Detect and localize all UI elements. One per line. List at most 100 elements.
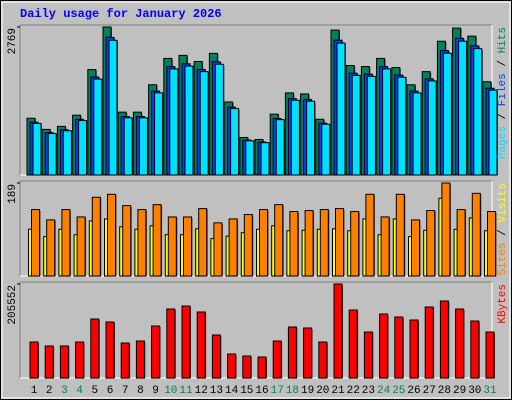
bar bbox=[335, 208, 344, 277]
x-tick-label: 10 bbox=[164, 385, 177, 397]
chart-title: Daily usage for January 2026 bbox=[20, 7, 222, 21]
bar bbox=[198, 208, 208, 277]
bar bbox=[199, 71, 209, 176]
bar bbox=[257, 356, 267, 379]
legend: Sites / Visits bbox=[497, 183, 509, 275]
bar bbox=[120, 342, 130, 379]
bar bbox=[227, 353, 237, 379]
bar bbox=[395, 193, 405, 277]
bar bbox=[152, 204, 162, 277]
bar bbox=[350, 211, 360, 277]
bar bbox=[242, 355, 252, 379]
bar bbox=[304, 210, 314, 277]
bar bbox=[213, 222, 223, 277]
legend-separator bbox=[497, 67, 509, 74]
bar bbox=[29, 341, 39, 379]
bar bbox=[397, 76, 407, 176]
bar bbox=[319, 209, 329, 277]
legend-separator: / bbox=[497, 229, 509, 236]
y-tick-label: 2769 bbox=[7, 28, 19, 54]
x-tick-label: 27 bbox=[423, 385, 436, 397]
bar bbox=[75, 341, 85, 379]
bar bbox=[138, 117, 148, 176]
bar bbox=[473, 48, 483, 176]
bar bbox=[228, 218, 238, 277]
legend-entry: KBytes bbox=[497, 284, 509, 324]
x-tick-label: 16 bbox=[255, 385, 268, 397]
x-tick-label: 8 bbox=[137, 385, 144, 397]
bar bbox=[287, 326, 297, 379]
bar bbox=[336, 42, 346, 176]
bar bbox=[196, 311, 206, 379]
bar bbox=[426, 210, 436, 277]
bar bbox=[412, 92, 422, 176]
y-tick-label: 189 bbox=[7, 184, 19, 204]
x-tick-label: 19 bbox=[301, 385, 314, 397]
legend-separator bbox=[497, 223, 509, 230]
bar bbox=[424, 306, 434, 379]
x-tick-label: 11 bbox=[179, 385, 193, 397]
bar bbox=[245, 140, 255, 176]
bar bbox=[59, 345, 69, 379]
x-tick-label: 17 bbox=[271, 385, 284, 397]
bar bbox=[62, 130, 72, 176]
bar bbox=[169, 68, 179, 176]
bar bbox=[47, 133, 57, 176]
bar bbox=[44, 345, 54, 379]
bar bbox=[61, 209, 71, 277]
legend-entry: Hits bbox=[497, 27, 509, 53]
x-tick-label: 15 bbox=[240, 385, 253, 397]
bar bbox=[488, 89, 498, 176]
x-tick-label: 6 bbox=[107, 385, 114, 397]
bar bbox=[123, 117, 133, 176]
bar bbox=[183, 216, 192, 277]
bar bbox=[137, 209, 147, 277]
x-tick-label: 30 bbox=[468, 385, 481, 397]
x-tick-label: 23 bbox=[362, 385, 375, 397]
bar bbox=[455, 308, 465, 379]
bar bbox=[93, 78, 103, 176]
x-tick-label: 20 bbox=[316, 385, 329, 397]
x-tick-label: 18 bbox=[286, 385, 299, 397]
legend-separator bbox=[497, 119, 509, 126]
bar bbox=[394, 316, 404, 379]
bar bbox=[365, 193, 375, 277]
bar bbox=[78, 120, 88, 176]
bar bbox=[487, 211, 496, 277]
bar bbox=[184, 65, 194, 176]
x-tick-label: 21 bbox=[331, 385, 345, 397]
legend-separator: / bbox=[497, 113, 509, 120]
bar bbox=[108, 39, 118, 176]
bar bbox=[348, 309, 358, 379]
legend-separator bbox=[497, 236, 509, 243]
x-tick-label: 4 bbox=[76, 385, 83, 397]
x-tick-label: 7 bbox=[122, 385, 129, 397]
bar bbox=[439, 300, 449, 379]
x-tick-label: 13 bbox=[210, 385, 223, 397]
bar bbox=[154, 92, 164, 176]
bar bbox=[458, 40, 468, 176]
bar bbox=[321, 123, 331, 176]
bar bbox=[306, 100, 316, 176]
bar bbox=[260, 142, 270, 176]
legend-separator: / bbox=[497, 60, 509, 67]
bar bbox=[243, 213, 253, 277]
bar bbox=[211, 334, 221, 379]
bar bbox=[214, 63, 224, 176]
bar bbox=[379, 313, 389, 379]
legend-entry: Pages bbox=[497, 126, 509, 159]
bar bbox=[122, 205, 132, 277]
x-tick-label: 25 bbox=[392, 385, 405, 397]
legend-separator bbox=[497, 53, 509, 60]
bar bbox=[471, 192, 481, 277]
bar bbox=[382, 68, 392, 176]
x-tick-label: 22 bbox=[347, 385, 360, 397]
bar bbox=[31, 209, 40, 277]
bar bbox=[442, 52, 452, 176]
bar bbox=[411, 219, 420, 277]
bar bbox=[289, 211, 299, 277]
bar bbox=[333, 283, 343, 379]
bar bbox=[456, 209, 466, 277]
